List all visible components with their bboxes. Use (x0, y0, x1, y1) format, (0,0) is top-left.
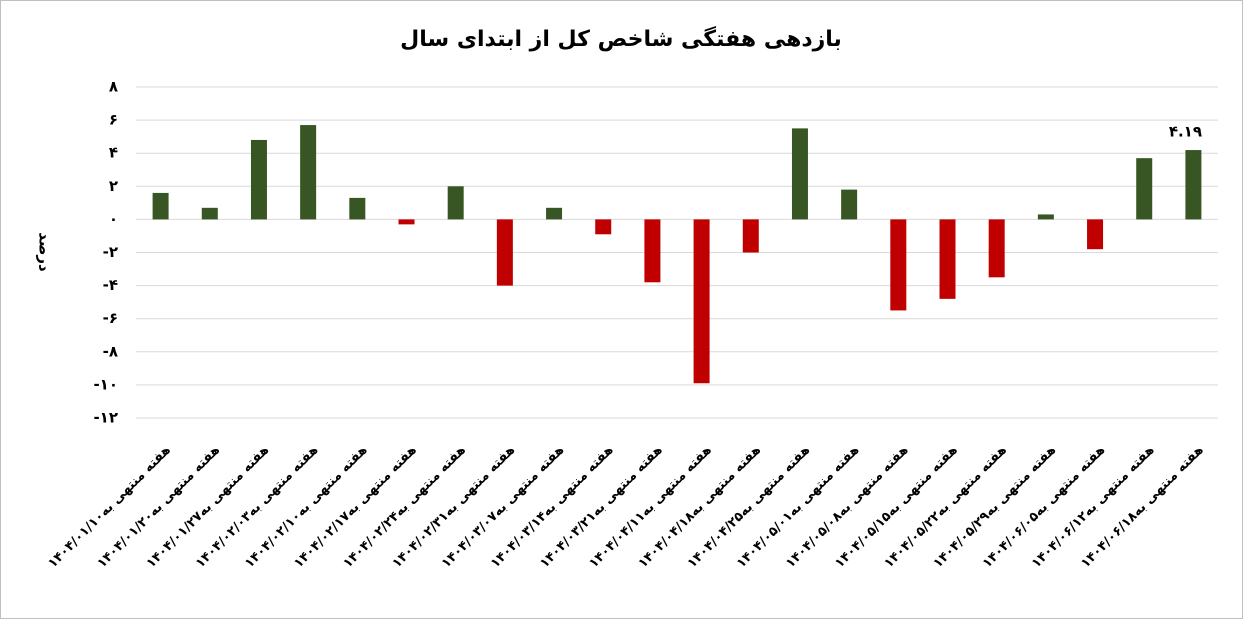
bar (939, 219, 956, 299)
bar (595, 219, 612, 235)
data-label: ۴.۱۹ (1169, 123, 1202, 141)
y-tick-label: ۲ (109, 177, 118, 195)
bar (791, 128, 808, 220)
y-tick-label: -۸ (103, 342, 118, 360)
y-tick-label: -۶ (103, 309, 118, 327)
bar (693, 219, 710, 384)
bar (1037, 214, 1054, 220)
chart-title: بازدهی هفتگی شاخص کل از ابتدای سال (400, 25, 842, 52)
bar (644, 219, 661, 283)
bar (398, 219, 415, 225)
bar (1136, 158, 1153, 220)
y-tick-label: ۰ (109, 210, 118, 228)
bar (250, 139, 267, 220)
bar (349, 197, 366, 220)
bar (496, 219, 513, 286)
bar (890, 219, 907, 311)
y-tick-label: ۸ (109, 78, 118, 96)
bar (300, 125, 317, 220)
bar (1185, 150, 1202, 220)
y-axis-label: درصد (36, 232, 54, 272)
y-tick-label: -۱۰ (93, 375, 118, 393)
y-tick-label: ۶ (109, 111, 118, 129)
y-tick-label: -۲ (103, 243, 118, 261)
y-tick-label: -۴ (103, 276, 118, 294)
y-tick-label: ۴ (109, 144, 118, 162)
bar (546, 207, 563, 220)
bar (201, 207, 218, 220)
bar (988, 219, 1005, 278)
bar (447, 186, 464, 220)
bar (152, 192, 169, 220)
bar (1087, 219, 1104, 250)
bar (742, 219, 759, 253)
bar (841, 189, 858, 220)
y-tick-label: -۱۲ (93, 409, 118, 427)
